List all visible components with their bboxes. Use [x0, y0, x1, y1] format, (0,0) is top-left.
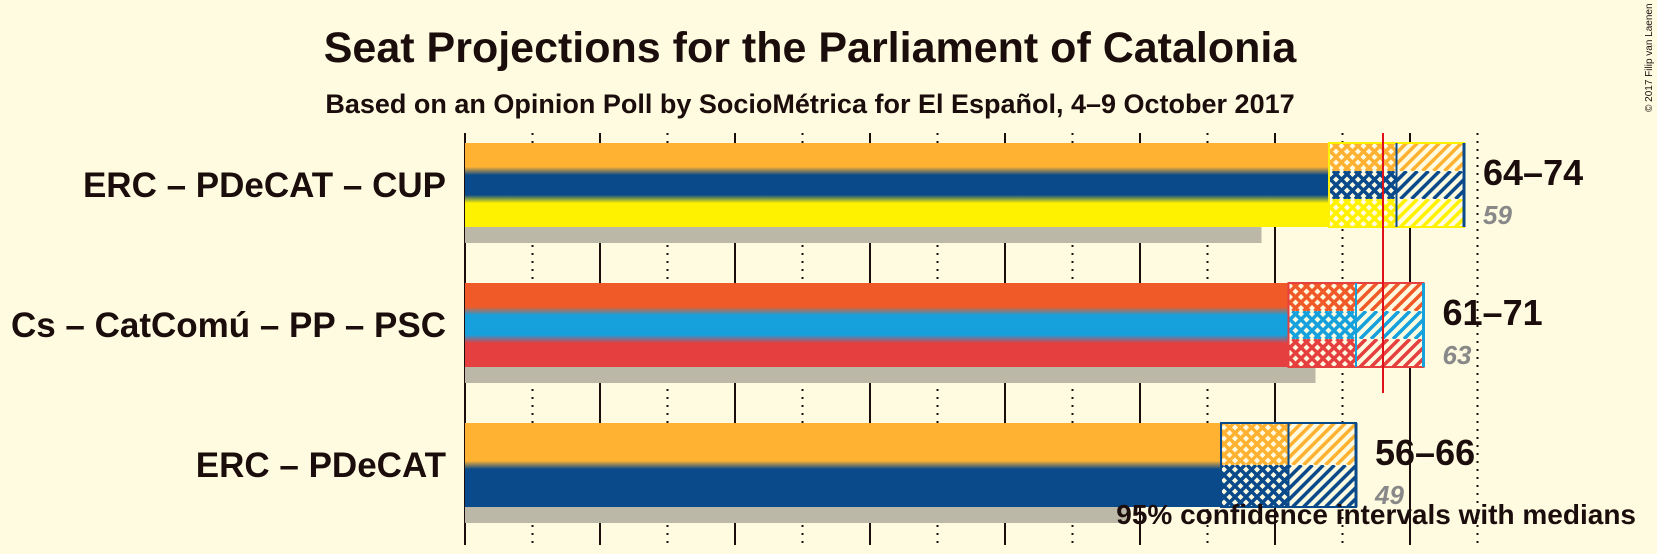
projection-bar	[465, 283, 1289, 367]
projection-bar	[465, 143, 1329, 227]
ci-upper-hatch	[1288, 465, 1356, 507]
ci-lower-hatch	[1329, 199, 1397, 227]
projection-bar	[465, 423, 1221, 507]
chart-subtitle: Based on an Opinion Poll by SocioMétrica…	[325, 89, 1294, 119]
ci-lower-hatch	[1221, 465, 1289, 507]
party-label: Cs – CatComú – PP – PSC	[11, 306, 446, 345]
range-label: 64–74	[1483, 152, 1583, 193]
ci-upper-hatch	[1396, 171, 1464, 199]
bars-group: ERC – PDeCAT – CUP 64–74 59 Cs – CatComú – …	[11, 142, 1583, 523]
ci-lower-hatch	[1329, 171, 1397, 199]
range-label: 56–66	[1375, 432, 1475, 473]
ci-upper-hatch	[1356, 311, 1424, 339]
ci-lower-hatch	[1288, 339, 1356, 367]
party-label: ERC – PDeCAT – CUP	[83, 166, 446, 205]
last-result-label: 49	[1374, 480, 1404, 510]
copyright-notice: © 2017 Filip van Laenen	[1644, 3, 1655, 112]
ci-upper-hatch	[1396, 199, 1464, 227]
party-label: ERC – PDeCAT	[196, 446, 446, 485]
confidence-interval-note: 95% confidence intervals with medians	[1116, 499, 1636, 530]
last-result-label: 59	[1483, 200, 1512, 230]
ci-lower-hatch	[1288, 283, 1356, 311]
range-label: 61–71	[1443, 292, 1543, 333]
ci-lower-hatch	[1329, 143, 1397, 171]
last-result-label: 63	[1443, 340, 1472, 370]
ci-lower-hatch	[1288, 311, 1356, 339]
last-result-bar	[465, 506, 1127, 523]
chart-title: Seat Projections for the Parliament of C…	[324, 24, 1298, 72]
last-result-bar	[465, 366, 1316, 383]
ci-upper-hatch	[1288, 423, 1356, 465]
last-result-bar	[465, 226, 1262, 243]
ci-upper-hatch	[1356, 339, 1424, 367]
ci-lower-hatch	[1221, 423, 1289, 465]
ci-upper-hatch	[1396, 143, 1464, 171]
ci-upper-hatch	[1356, 283, 1424, 311]
